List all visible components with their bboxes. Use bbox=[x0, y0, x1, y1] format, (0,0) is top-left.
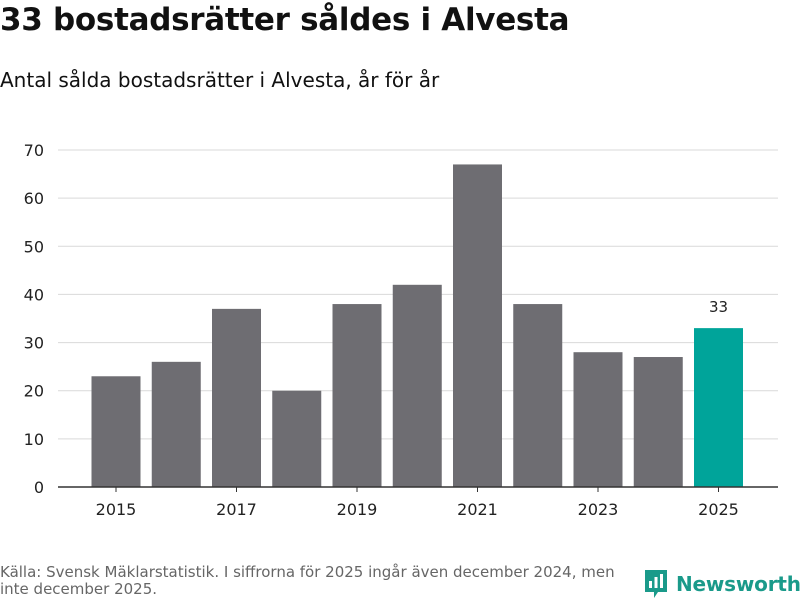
y-tick-label: 40 bbox=[24, 285, 44, 304]
bar-2019 bbox=[332, 304, 382, 487]
data-labels: 33 bbox=[709, 298, 728, 316]
y-tick-label: 20 bbox=[24, 382, 44, 401]
x-tick-label: 2021 bbox=[457, 500, 498, 519]
bar-chart: 0 10 20 30 40 50 60 70 2015 2017 2019 2021 2023 2025… bbox=[24, 141, 778, 519]
bars bbox=[91, 164, 743, 487]
data-label: 33 bbox=[709, 298, 728, 316]
x-tick-label: 2019 bbox=[337, 500, 378, 519]
x-tick-label: 2017 bbox=[216, 500, 257, 519]
y-tick-label: 10 bbox=[24, 430, 44, 449]
y-tick-label: 0 bbox=[34, 478, 44, 497]
bar-2025 bbox=[694, 328, 743, 487]
brand-logo: Newsworthy bbox=[644, 569, 800, 599]
bar-2021 bbox=[453, 164, 502, 487]
bar-2024 bbox=[633, 357, 683, 487]
bar-2018 bbox=[272, 390, 322, 487]
bar-2020 bbox=[392, 284, 442, 487]
bar-2015 bbox=[91, 376, 141, 487]
bar-2022 bbox=[513, 304, 563, 487]
chart-title: 33 bostadsrätter såldes i Alvesta bbox=[0, 2, 570, 38]
chart-subtitle: Antal sålda bostadsrätter i Alvesta, år … bbox=[0, 68, 440, 92]
x-tick-label: 2023 bbox=[578, 500, 619, 519]
y-axis: 0 10 20 30 40 50 60 70 bbox=[24, 141, 44, 497]
x-tick-label: 2015 bbox=[96, 500, 137, 519]
y-tick-label: 30 bbox=[24, 334, 44, 353]
x-axis: 2015 2017 2019 2021 2023 2025 bbox=[58, 486, 778, 519]
y-tick-label: 60 bbox=[24, 189, 44, 208]
y-tick-label: 50 bbox=[24, 237, 44, 256]
brand-name: Newsworthy bbox=[676, 572, 800, 596]
y-tick-label: 70 bbox=[24, 141, 44, 160]
bar-2016 bbox=[151, 361, 201, 487]
source-note: Källa: Svensk Mäklarstatistik. I siffror… bbox=[0, 563, 615, 598]
x-tick-label: 2025 bbox=[698, 500, 739, 519]
bar-2017 bbox=[212, 308, 261, 487]
newsworthy-logo-icon bbox=[645, 570, 667, 598]
bar-2023 bbox=[573, 352, 623, 487]
